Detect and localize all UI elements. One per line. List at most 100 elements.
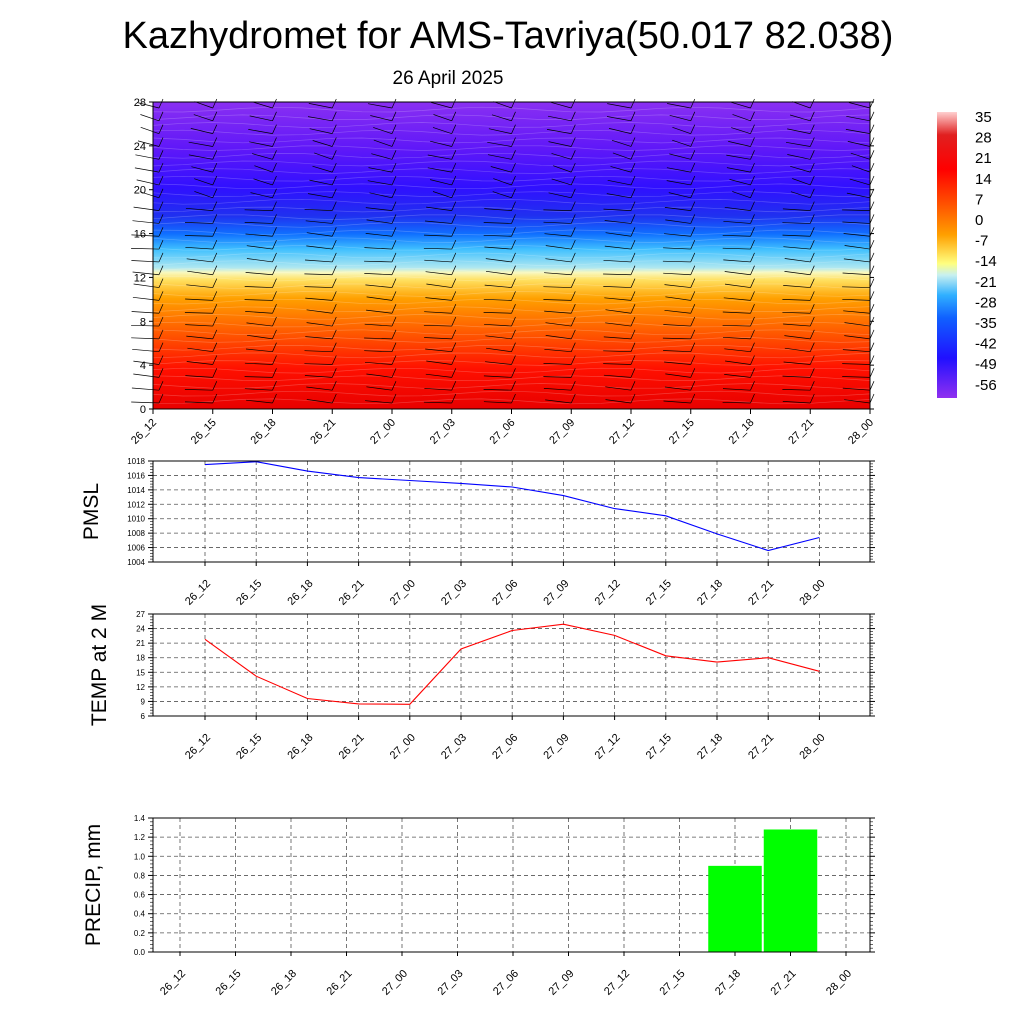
wind-barb	[488, 124, 516, 134]
contour-line	[152, 352, 871, 359]
precip-bar	[708, 865, 762, 952]
wind-barb	[186, 252, 218, 263]
wind-barb	[249, 137, 277, 147]
contour-line	[152, 153, 871, 159]
wind-barb	[731, 124, 755, 134]
y-tick-label: 1.4	[134, 814, 146, 823]
wind-barb	[543, 368, 576, 378]
wind-barb	[184, 304, 218, 314]
wind-barb	[366, 368, 397, 378]
wind-barb	[604, 291, 636, 301]
y-tick-label: 27	[136, 610, 145, 619]
contour-line	[152, 237, 871, 243]
wind-barb	[607, 175, 636, 186]
wind-barb	[244, 355, 277, 365]
wind-barb	[364, 329, 397, 340]
wind-barb	[307, 188, 337, 199]
y-tick-label: 1.2	[134, 833, 146, 842]
wind-barb	[190, 124, 218, 134]
wind-barb	[185, 239, 218, 250]
wind-barb	[250, 188, 277, 199]
wind-barb	[842, 368, 875, 378]
wind-barb	[484, 316, 516, 327]
wind-barb	[433, 111, 457, 122]
wind-barb	[485, 252, 516, 263]
wind-barb	[426, 355, 457, 365]
wind-barb	[605, 393, 636, 404]
panel-frame	[152, 460, 871, 563]
wind-barb	[730, 98, 755, 109]
colorbar-label: -42	[975, 336, 997, 353]
wind-barb	[370, 111, 397, 122]
wind-barb	[782, 227, 815, 237]
wind-barb	[364, 265, 397, 276]
wind-barb	[784, 252, 815, 263]
wind-barb	[194, 98, 218, 109]
wind-barb	[312, 137, 337, 147]
y-tick-label: 0.6	[134, 891, 146, 900]
wind-barb	[726, 162, 755, 173]
wind-barb	[784, 342, 815, 353]
wind-barb	[490, 162, 516, 173]
colorbar-label: -28	[975, 294, 997, 311]
wind-barb	[305, 291, 337, 301]
y-tick-label: 1014	[127, 486, 145, 495]
wind-barb	[483, 227, 516, 237]
wind-barb	[191, 162, 218, 173]
x-tick-label: 26_15	[214, 968, 244, 998]
x-tick-label: 27_09	[541, 732, 571, 762]
wind-barb	[131, 316, 164, 327]
contour-line	[152, 206, 871, 213]
contour-line	[152, 344, 871, 351]
wind-barb	[544, 304, 576, 314]
wind-barb	[194, 188, 218, 199]
wind-barb	[248, 124, 277, 134]
wind-barb	[245, 227, 277, 237]
wind-barb	[425, 291, 457, 301]
x-tick-label: 27_12	[602, 968, 632, 998]
wind-barb	[487, 150, 516, 160]
wind-barb	[605, 316, 636, 327]
contour-line	[152, 198, 871, 205]
contour-line	[152, 252, 871, 259]
y-tick-label: 12	[136, 683, 145, 692]
wind-barb	[364, 355, 397, 365]
wind-barb	[723, 252, 755, 263]
wind-barb	[194, 175, 218, 186]
wind-barb	[545, 329, 576, 340]
contour-line	[152, 191, 871, 197]
wind-barb	[545, 316, 576, 327]
wind-barb	[847, 137, 875, 147]
wind-barb	[664, 227, 696, 237]
colorbar-label: 7	[975, 191, 983, 208]
x-tick-label: 27_21	[786, 417, 816, 447]
wind-barb	[308, 98, 337, 109]
wind-barb	[729, 175, 755, 186]
wind-barb	[186, 278, 218, 288]
wind-barb	[424, 252, 457, 263]
x-tick-label: 27_03	[439, 578, 469, 608]
wind-barb	[364, 239, 397, 250]
wind-barb	[672, 137, 696, 147]
x-tick-label: 27_18	[695, 732, 725, 762]
y-tick-label: 0.2	[134, 929, 146, 938]
wind-barb	[547, 111, 576, 122]
wind-barb	[244, 368, 277, 378]
colorbar-label: -21	[975, 274, 997, 291]
x-tick-label: 27_15	[667, 417, 697, 447]
wind-barb	[131, 329, 164, 340]
wind-barb	[722, 329, 755, 340]
wind-barb	[842, 265, 875, 276]
x-tick-label: 26_12	[129, 417, 159, 447]
colorbar-label: -49	[975, 356, 997, 373]
wind-barb	[483, 291, 516, 301]
wind-barb	[842, 381, 875, 391]
wind-barb	[424, 214, 457, 224]
wind-barb	[722, 381, 755, 391]
wind-barb	[845, 124, 875, 134]
wind-barb	[483, 304, 516, 314]
wind-barb	[484, 239, 516, 250]
contour-line	[152, 367, 871, 374]
wind-barb	[424, 381, 457, 391]
y-tick-label: 0.4	[134, 910, 146, 919]
